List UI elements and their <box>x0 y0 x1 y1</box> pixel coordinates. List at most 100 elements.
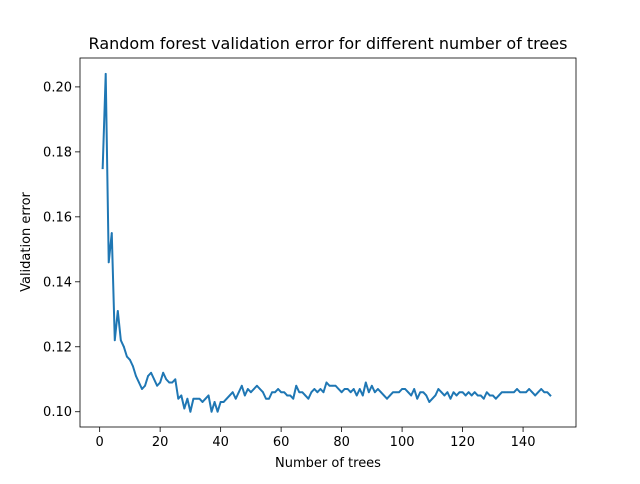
data-point <box>407 391 410 394</box>
data-point <box>313 388 316 390</box>
data-point <box>228 394 231 397</box>
data-point <box>189 410 192 413</box>
data-point <box>437 388 440 390</box>
data-point <box>180 394 183 397</box>
data-point <box>231 391 234 394</box>
data-point <box>277 388 279 390</box>
data-point <box>219 401 222 403</box>
data-point <box>501 391 503 394</box>
data-point <box>274 391 276 394</box>
data-point <box>292 397 295 400</box>
data-point <box>204 397 207 400</box>
data-point <box>416 397 419 400</box>
data-point <box>473 391 476 394</box>
data-point <box>283 391 286 394</box>
data-point <box>168 381 171 384</box>
data-point <box>198 397 201 400</box>
data-point <box>334 384 337 387</box>
data-point <box>389 394 391 397</box>
data-point <box>265 397 267 400</box>
data-point <box>129 358 131 361</box>
data-point <box>422 391 425 394</box>
data-point <box>373 391 376 394</box>
data-point <box>107 261 110 264</box>
data-point <box>301 391 304 394</box>
data-point <box>192 397 195 400</box>
data-point <box>488 394 491 397</box>
data-point <box>162 371 165 374</box>
data-point <box>195 397 198 400</box>
data-point <box>383 394 385 397</box>
data-point <box>513 391 515 394</box>
data-point <box>510 391 512 394</box>
data-point <box>116 310 119 312</box>
data-point <box>174 378 177 381</box>
plot-frame <box>79 57 577 428</box>
data-point <box>479 394 482 397</box>
data-point <box>522 391 524 394</box>
data-point <box>253 388 255 390</box>
data-point <box>358 388 361 390</box>
data-point <box>410 394 413 397</box>
data-point <box>534 394 537 397</box>
data-point <box>207 394 210 397</box>
data-point <box>367 391 370 394</box>
data-point <box>440 391 443 394</box>
plot-area: 0 20 40 60 80 100 120 140 0.10 0.12 0.14 0.16 0.18 0.… <box>43 57 577 450</box>
x-tick-label: 40 <box>212 435 229 450</box>
data-point <box>531 391 534 394</box>
y-tick-label: 0.16 <box>43 210 72 225</box>
data-point <box>237 391 240 394</box>
y-tick-label: 0.14 <box>43 275 72 290</box>
data-point <box>537 391 540 394</box>
data-point <box>304 394 307 397</box>
data-point <box>546 391 549 394</box>
data-point <box>271 391 273 394</box>
x-tick-label: 20 <box>152 435 169 450</box>
data-point <box>398 391 400 394</box>
x-tick-label: 60 <box>273 435 290 450</box>
data-point <box>104 73 107 75</box>
x-axis-label: Number of trees <box>275 456 381 471</box>
data-point <box>141 388 143 390</box>
data-point <box>177 397 180 400</box>
data-point <box>246 388 249 390</box>
data-point <box>101 167 104 170</box>
data-point <box>485 391 488 394</box>
data-point <box>328 384 331 387</box>
data-point <box>256 384 258 387</box>
data-point <box>504 391 506 394</box>
data-point <box>349 391 352 394</box>
x-tick-label: 120 <box>450 435 475 450</box>
data-point <box>213 401 216 403</box>
chart-title: Random forest validation error for diffe… <box>89 34 568 53</box>
data-point <box>234 397 237 400</box>
data-point <box>516 388 518 390</box>
data-point <box>413 388 416 390</box>
x-tick-label: 140 <box>511 435 536 450</box>
data-point <box>455 394 458 397</box>
data-point <box>377 388 379 390</box>
data-point <box>259 388 261 390</box>
data-point <box>240 384 243 387</box>
data-point <box>452 391 455 394</box>
data-point <box>540 388 543 390</box>
data-point <box>147 375 149 377</box>
data-point <box>310 391 313 394</box>
data-point <box>425 394 428 397</box>
data-point <box>322 391 325 394</box>
data-point <box>295 384 298 387</box>
data-point <box>543 391 546 394</box>
data-point <box>132 365 134 368</box>
data-point <box>494 397 497 400</box>
data-point <box>210 410 213 413</box>
data-point <box>307 397 310 400</box>
data-point <box>331 384 334 387</box>
data-point <box>222 401 225 403</box>
data-point <box>364 381 367 384</box>
y-tick-label: 0.12 <box>43 340 72 355</box>
data-point <box>340 391 343 394</box>
